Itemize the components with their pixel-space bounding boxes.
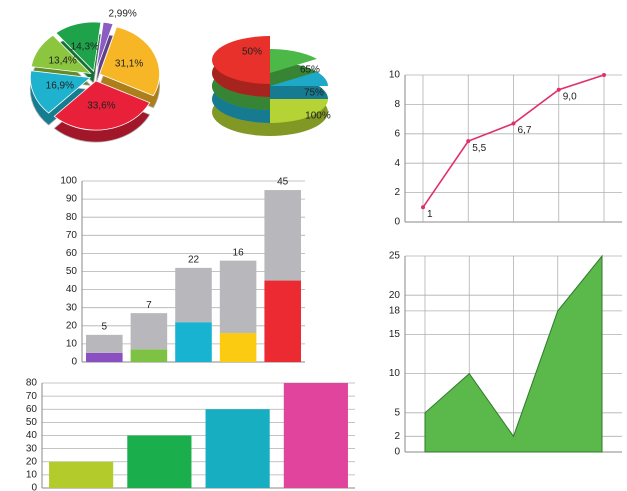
y-tick-label: 90 (66, 194, 78, 205)
data-label: 7 (146, 300, 152, 311)
y-tick-label: 2 (394, 431, 400, 442)
bar (205, 409, 270, 488)
y-tick-label: 60 (66, 248, 78, 259)
y-tick-label: 6 (394, 128, 400, 139)
layer (212, 36, 270, 84)
data-label: 14,3% (71, 41, 99, 52)
bar (130, 349, 168, 362)
y-tick-label: 10 (26, 470, 38, 481)
y-tick-label: 20 (389, 290, 401, 301)
y-tick-label: 0 (394, 217, 400, 228)
data-label: 45 (277, 177, 289, 188)
data-label: 31,1% (115, 58, 143, 69)
y-tick-label: 4 (394, 158, 400, 169)
y-tick-label: 15 (389, 329, 401, 340)
y-tick-label: 70 (66, 230, 78, 241)
y-tick-label: 50 (66, 266, 78, 277)
data-label: 33,6% (87, 101, 115, 112)
point (556, 87, 561, 92)
y-tick-label: 0 (394, 447, 400, 458)
slice (55, 21, 102, 73)
y-tick-label: 5 (394, 407, 400, 418)
bar (86, 352, 123, 362)
data-label: 16 (233, 247, 245, 258)
bar (264, 280, 301, 362)
y-tick-label: 2 (394, 187, 400, 198)
slice (29, 70, 92, 114)
bar (130, 313, 168, 350)
y-tick-label: 80 (26, 378, 38, 389)
bar (264, 190, 301, 281)
y-tick-label: 0 (71, 357, 77, 368)
slice (30, 34, 92, 75)
bar (175, 267, 212, 323)
y-tick-label: 10 (66, 339, 78, 350)
y-tick-label: 10 (389, 368, 401, 379)
bar (219, 260, 257, 334)
y-tick-label: 40 (66, 284, 78, 295)
y-tick-label: 60 (26, 404, 38, 415)
data-label: 2,99% (108, 9, 136, 20)
y-tick-label: 10 (389, 70, 401, 81)
data-label: 5,5 (472, 143, 486, 154)
y-tick-label: 30 (66, 302, 78, 313)
slice (53, 80, 151, 131)
point (602, 73, 606, 77)
point (511, 121, 516, 126)
y-tick-label: 50 (26, 417, 38, 428)
y-tick-label: 8 (394, 99, 400, 110)
y-tick-label: 0 (31, 483, 37, 491)
data-label: 13,4% (48, 56, 76, 67)
area (424, 254, 603, 453)
data-label: 5 (102, 321, 108, 332)
slice (99, 26, 160, 97)
data-label: 100% (305, 110, 331, 121)
data-label: 1 (427, 209, 433, 220)
data-label: 75% (304, 87, 324, 98)
y-tick-label: 80 (66, 212, 78, 223)
bar (49, 461, 114, 488)
point (466, 139, 471, 144)
bar (127, 435, 192, 488)
y-tick-label: 70 (26, 391, 38, 402)
data-label: 50% (242, 47, 262, 58)
data-label: 9,0 (563, 91, 577, 102)
y-tick-label: 18 (389, 306, 401, 317)
data-label: 16,9% (46, 81, 74, 92)
y-tick-label: 30 (26, 443, 38, 454)
y-tick-label: 100 (60, 176, 77, 187)
bar (175, 322, 212, 362)
y-tick-label: 40 (26, 430, 38, 441)
y-tick-label: 25 (389, 251, 401, 262)
slice (95, 21, 114, 72)
data-label: 65% (300, 64, 320, 75)
y-tick-label: 20 (26, 456, 38, 467)
bar (283, 383, 348, 488)
bar (219, 333, 257, 362)
point (421, 205, 425, 210)
data-label: 6,7 (518, 125, 532, 136)
y-tick-label: 20 (66, 320, 78, 331)
data-label: 22 (188, 255, 200, 266)
bar (86, 334, 123, 353)
